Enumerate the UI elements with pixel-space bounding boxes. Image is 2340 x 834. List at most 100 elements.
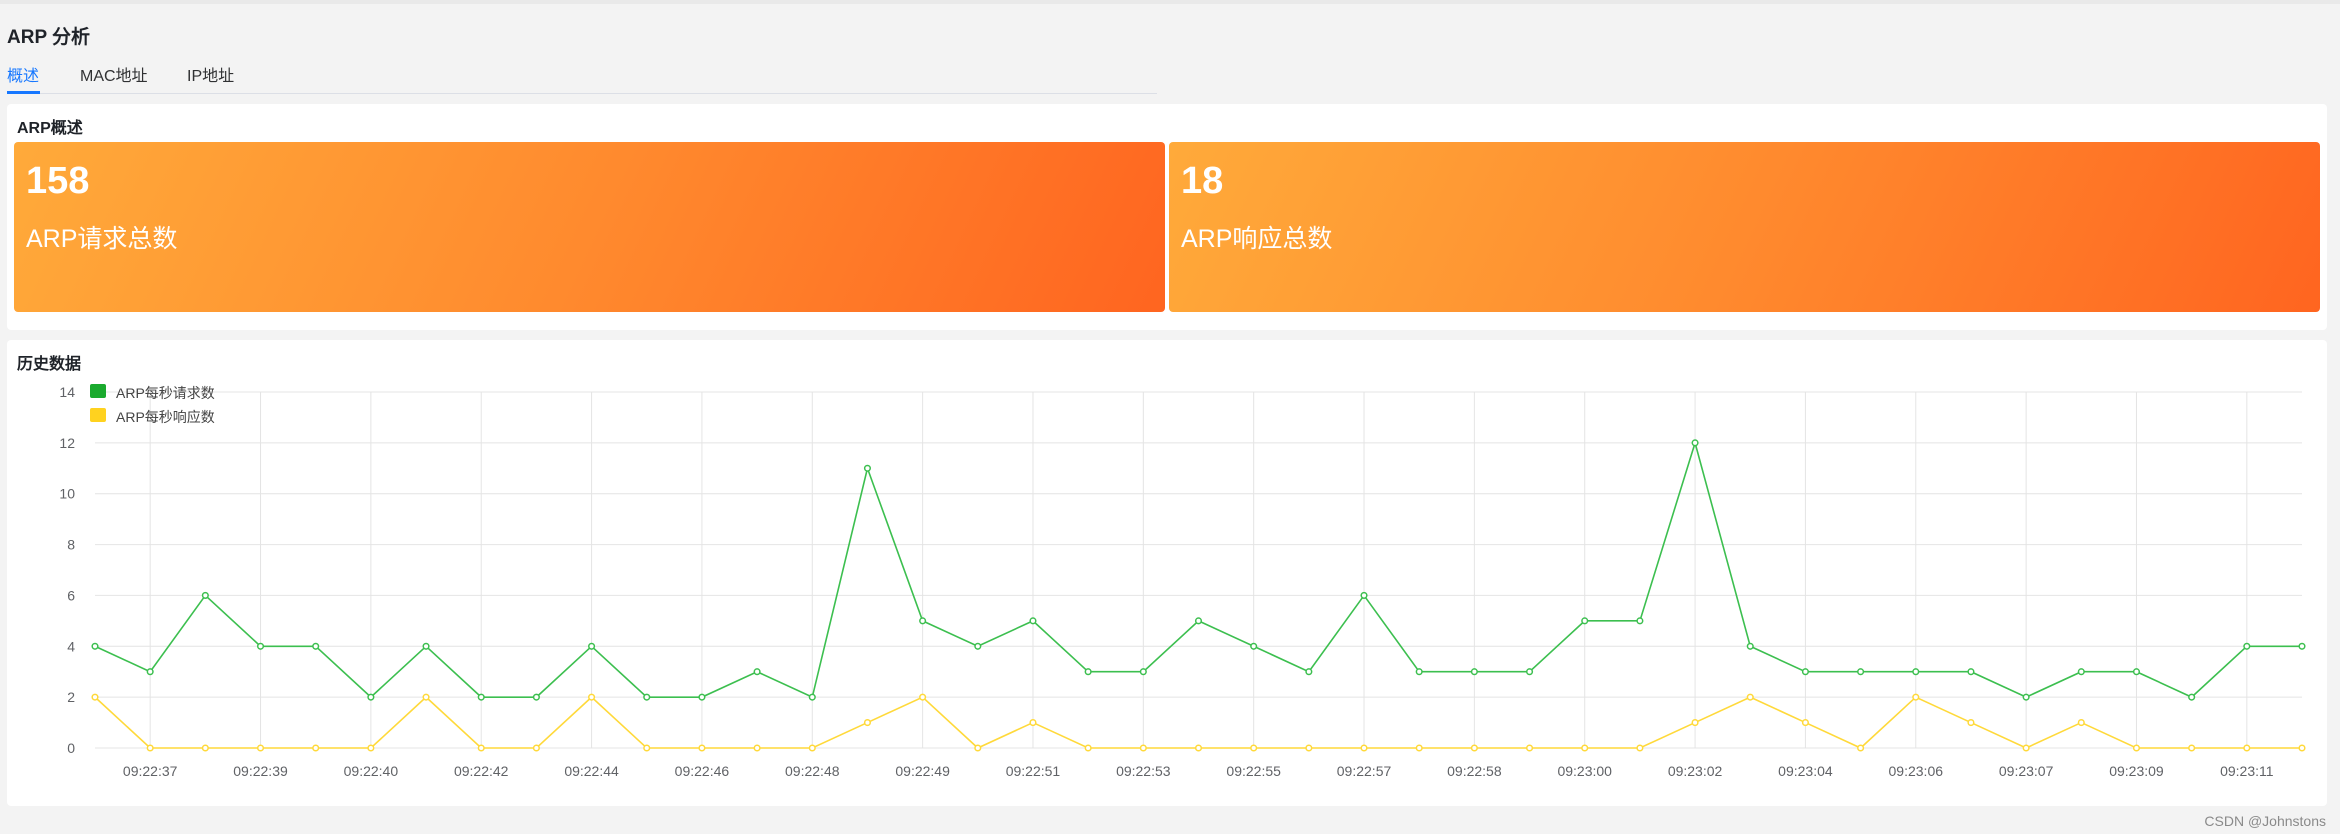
data-point-request: [256, 642, 265, 650]
data-point-response: [2243, 744, 2251, 752]
data-point-response: [1967, 719, 1975, 727]
overview-card: ARP概述 158 ARP请求总数 18 ARP响应总数: [7, 104, 2327, 330]
data-point-request: [588, 642, 596, 650]
data-point-request: [1029, 617, 1037, 625]
data-point-response: [643, 744, 651, 752]
data-point-request: [201, 591, 209, 599]
legend-item-response[interactable]: ARP每秒响应数: [90, 406, 270, 430]
x-tick-label: 09:22:40: [344, 763, 399, 779]
x-tick-label: 09:22:48: [785, 763, 840, 779]
tab-mac-address[interactable]: MAC地址: [80, 68, 148, 85]
history-card: 历史数据 0 2 4 6 8 10 12 14 09:22:37 09:22:39 09:22:40…: [7, 340, 2327, 806]
data-point-request: [863, 464, 872, 472]
data-point-response: [2188, 744, 2196, 752]
tab-overview[interactable]: 概述: [7, 68, 40, 85]
legend-label-response: ARP每秒响应数: [116, 409, 215, 425]
x-tick-label: 09:22:51: [1006, 763, 1061, 779]
x-tick-label: 09:22:39: [233, 763, 288, 779]
data-point-request: [698, 693, 706, 701]
x-tick-label: 09:23:04: [1778, 763, 1833, 779]
data-point-response: [2132, 744, 2141, 752]
legend-label-request: ARP每秒请求数: [116, 385, 215, 401]
data-point-response: [2022, 744, 2030, 752]
response-total-value: 18: [1181, 160, 1224, 202]
x-tick-label: 09:23:07: [1999, 763, 2054, 779]
data-point-response: [367, 744, 375, 752]
request-total-label: ARP请求总数: [26, 225, 178, 253]
data-point-response: [201, 744, 209, 752]
data-point-request: [1636, 617, 1644, 625]
data-point-request: [2298, 642, 2306, 650]
y-tick-label: 4: [67, 638, 75, 654]
data-point-response: [919, 693, 927, 701]
x-tick-label: 09:22:46: [675, 763, 730, 779]
y-tick-label: 0: [67, 740, 75, 756]
request-total-card: 158 ARP请求总数: [14, 142, 1165, 312]
data-point-response: [863, 719, 872, 727]
y-tick-label: 12: [59, 435, 75, 451]
y-tick-label: 8: [67, 537, 75, 553]
data-point-request: [1526, 668, 1534, 676]
data-point-request: [2022, 693, 2030, 701]
data-point-response: [256, 744, 265, 752]
data-point-request: [532, 693, 540, 701]
data-point-response: [2077, 719, 2085, 727]
data-point-request: [2243, 642, 2251, 650]
y-tick-label: 2: [67, 689, 75, 705]
data-point-response: [1305, 744, 1313, 752]
tab-ip-address[interactable]: IP地址: [187, 68, 235, 85]
request-total-value: 158: [26, 160, 90, 202]
x-tick-label: 09:23:09: [2109, 763, 2164, 779]
data-point-request: [1084, 668, 1092, 676]
data-point-request: [2188, 693, 2196, 701]
data-point-request: [2077, 668, 2085, 676]
data-point-response: [1636, 744, 1644, 752]
x-tick-label: 09:23:00: [1557, 763, 1612, 779]
data-point-response: [698, 744, 706, 752]
top-border: [0, 0, 2340, 4]
legend-item-request[interactable]: ARP每秒请求数: [90, 382, 270, 406]
y-tick-label: 10: [59, 486, 75, 502]
x-tick-label: 09:22:44: [564, 763, 619, 779]
data-point-response: [1857, 744, 1865, 752]
data-point-response: [588, 693, 596, 701]
data-point-request: [1194, 617, 1203, 625]
data-point-request: [422, 642, 430, 650]
data-point-response: [1912, 693, 1920, 701]
data-point-request: [919, 617, 927, 625]
data-point-request: [146, 668, 154, 676]
data-point-request: [1581, 617, 1589, 625]
data-point-response: [974, 744, 982, 752]
x-tick-label: 09:22:55: [1226, 763, 1281, 779]
history-line-chart: 0 2 4 6 8 10 12 14 09:22:37 09:22:39 09:22:40 09:22…: [59, 384, 2306, 779]
watermark: CSDN @Johnstons: [2204, 813, 2326, 829]
legend-swatch-request: [90, 384, 106, 398]
data-point-response: [532, 744, 540, 752]
active-tab-indicator: [7, 91, 40, 94]
data-point-response: [1691, 719, 1699, 727]
data-point-request: [1912, 668, 1920, 676]
data-point-response: [312, 744, 320, 752]
data-point-response: [1415, 744, 1423, 752]
data-point-response: [1084, 744, 1092, 752]
x-tick-label: 09:23:02: [1668, 763, 1723, 779]
y-tick-label: 6: [67, 587, 75, 603]
data-point-response: [1581, 744, 1589, 752]
data-point-request: [477, 693, 485, 701]
data-point-request: [1415, 668, 1423, 676]
data-point-request: [1139, 668, 1147, 676]
data-point-response: [753, 744, 761, 752]
data-point-response: [808, 744, 816, 752]
data-point-request: [1801, 668, 1809, 676]
legend-swatch-response: [90, 408, 106, 422]
data-point-response: [1746, 693, 1754, 701]
x-tick-label: 09:23:06: [1889, 763, 1944, 779]
data-point-request: [808, 693, 816, 701]
data-point-request: [1470, 668, 1478, 676]
y-tick-label: 14: [59, 384, 75, 400]
data-point-response: [2298, 744, 2306, 752]
x-tick-label: 09:22:58: [1447, 763, 1502, 779]
data-point-request: [1746, 642, 1754, 650]
page-title: ARP 分析: [7, 27, 91, 48]
data-point-request: [1967, 668, 1975, 676]
